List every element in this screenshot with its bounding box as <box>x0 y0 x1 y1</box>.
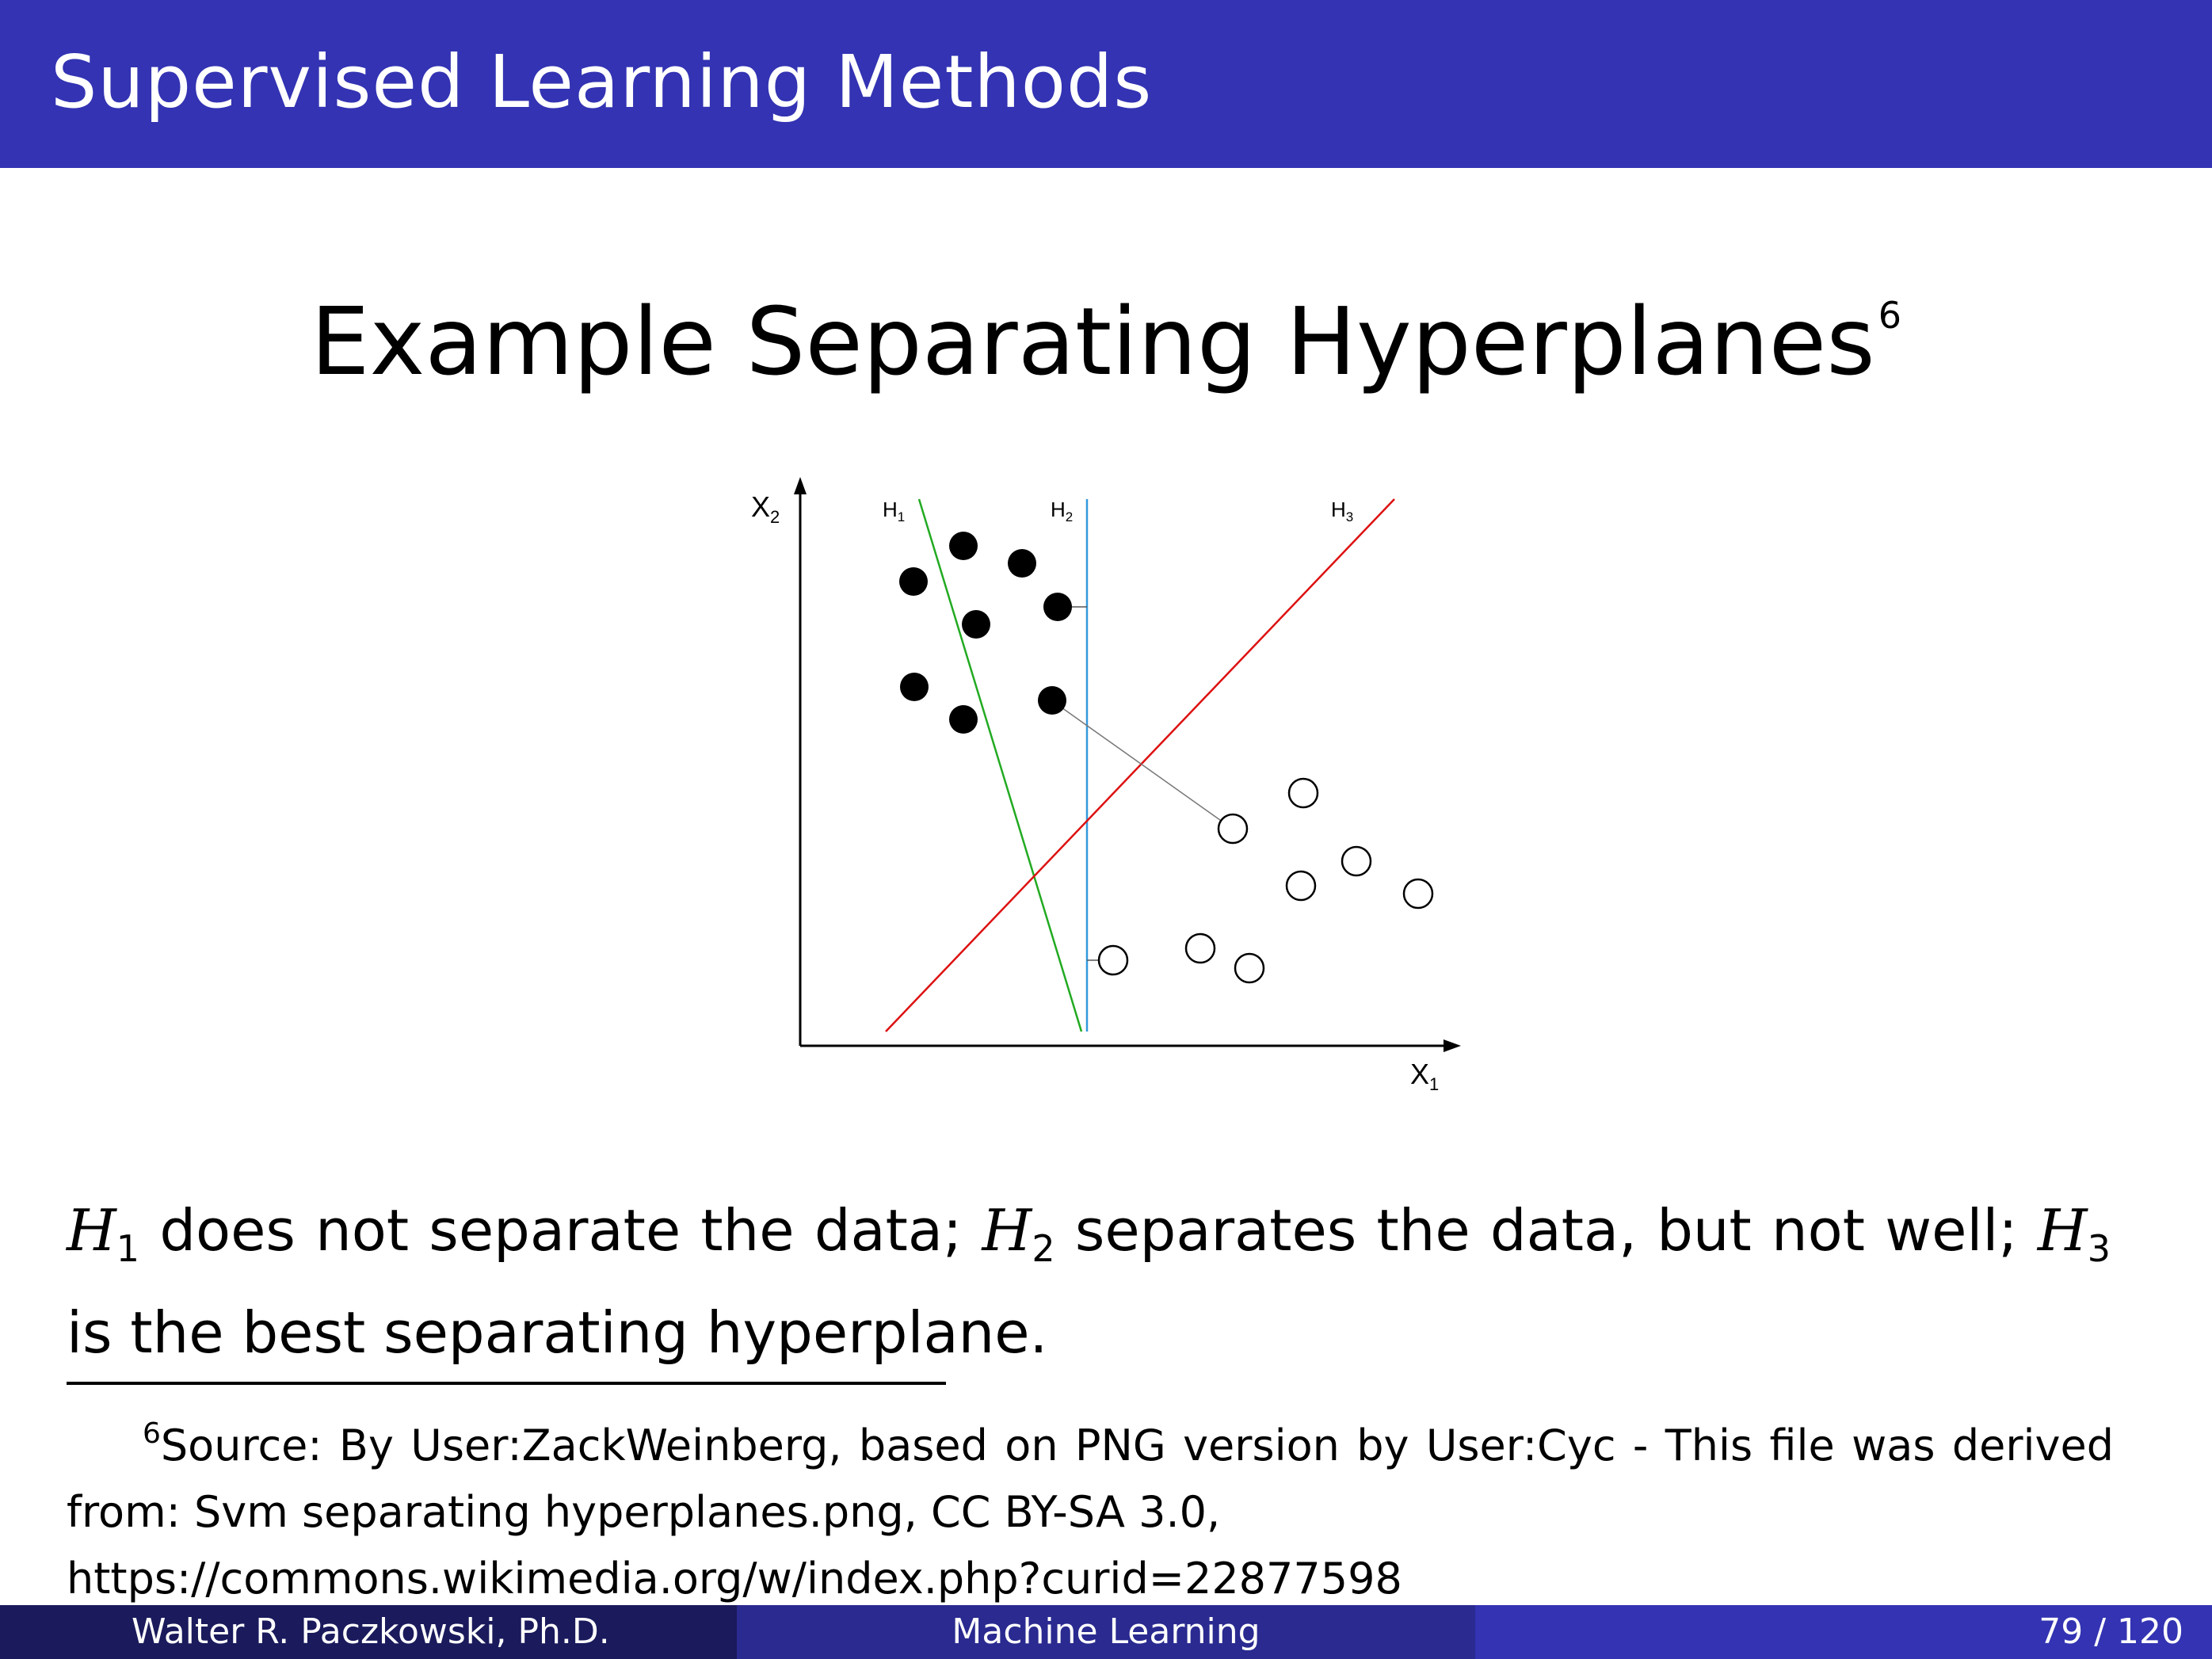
caption-h3-sub: 3 <box>2087 1227 2111 1270</box>
hyperplane-h3 <box>885 498 1395 1032</box>
h2-label: H2 <box>1051 498 1073 524</box>
footer-author: Walter R. Paczkowski, Ph.D. <box>132 1611 610 1652</box>
footnote-line-2: from: Svm separating hyperplanes.png, CC… <box>67 1487 1221 1537</box>
footnote-line-1: 6Source: By User:ZackWeinberg, based on … <box>67 1401 2114 1479</box>
footnote-divider <box>67 1382 946 1385</box>
hollow-point <box>1402 878 1434 910</box>
caption-h3: H <box>2037 1197 2088 1264</box>
footnote-mark: 6 <box>143 1417 161 1450</box>
filled-point <box>1038 686 1066 715</box>
footnote-line-1-text: Source: By User:ZackWeinberg, based on P… <box>160 1421 2114 1470</box>
footer-author-section: Walter R. Paczkowski, Ph.D. <box>0 1605 737 1659</box>
hollow-point <box>1217 813 1249 845</box>
hollow-point <box>1097 944 1129 976</box>
slide-footer: Walter R. Paczkowski, Ph.D. Machine Lear… <box>0 1605 2212 1659</box>
slide-title-text: Example Separating Hyperplanes <box>311 287 1875 396</box>
hollow-point <box>1341 845 1372 877</box>
hyperplane-h1 <box>917 498 1083 1032</box>
y-axis-arrowhead <box>794 477 807 494</box>
caption-part2: separates the data, but not well; <box>1055 1197 2038 1264</box>
filled-point <box>1008 549 1036 578</box>
hollow-point <box>1184 932 1216 964</box>
footer-page-section: 79 / 120 <box>1475 1605 2212 1659</box>
hollow-point <box>1234 952 1265 984</box>
footer-course-section: Machine Learning <box>737 1605 1475 1659</box>
footer-course: Machine Learning <box>952 1611 1260 1652</box>
hollow-point <box>1287 777 1319 809</box>
footnote-source-url[interactable]: https://commons.wikimedia.org/w/index.ph… <box>67 1554 1402 1604</box>
caption-h1: H <box>67 1197 116 1264</box>
x-axis-arrowhead <box>1444 1039 1461 1052</box>
filled-point <box>1043 593 1072 621</box>
filled-point <box>900 673 929 701</box>
x-axis-label: X1 <box>1410 1058 1439 1094</box>
h3-margin-connector <box>1053 701 1232 829</box>
caption-part3: is the best separating hyperplane. <box>67 1299 1048 1366</box>
hyperplane-diagram: X2 X1 H1 H2 H3 <box>751 477 1461 1094</box>
slide-header: Supervised Learning Methods <box>0 0 2212 168</box>
h3-label: H3 <box>1331 498 1353 524</box>
caption-h1-sub: 1 <box>116 1227 140 1270</box>
filled-point <box>962 610 990 639</box>
h1-label: H1 <box>883 498 905 524</box>
caption-h2-sub: 2 <box>1032 1227 1055 1270</box>
figure-caption: H1 does not separate the data; H2 separa… <box>67 1188 2111 1375</box>
y-axis-label: X2 <box>751 490 780 527</box>
section-title: Supervised Learning Methods <box>51 40 1153 124</box>
filled-point <box>949 705 978 734</box>
footer-page-number: 79 / 120 <box>2038 1611 2183 1652</box>
caption-h2: H <box>982 1197 1032 1264</box>
filled-point <box>899 567 928 596</box>
caption-part1: does not separate the data; <box>139 1197 982 1264</box>
filled-point <box>949 532 978 560</box>
title-footnote-mark: 6 <box>1878 294 1901 337</box>
slide-title: Example Separating Hyperplanes6 <box>0 295 2212 388</box>
footnote: 6Source: By User:ZackWeinberg, based on … <box>67 1401 2114 1612</box>
hollow-point <box>1285 870 1317 902</box>
